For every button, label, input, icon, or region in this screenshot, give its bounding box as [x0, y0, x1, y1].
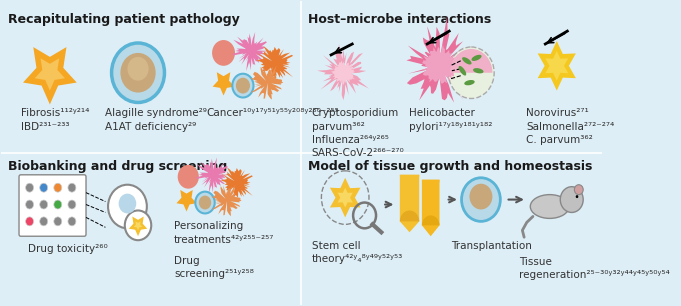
Polygon shape — [256, 46, 293, 80]
Circle shape — [68, 217, 76, 226]
Polygon shape — [195, 157, 230, 193]
Circle shape — [26, 200, 33, 209]
Ellipse shape — [458, 66, 466, 76]
Polygon shape — [23, 47, 77, 104]
Circle shape — [469, 184, 492, 210]
Circle shape — [39, 200, 48, 209]
Polygon shape — [330, 178, 360, 217]
Circle shape — [39, 183, 48, 192]
Text: Model of tissue growth and homeostasis: Model of tissue growth and homeostasis — [308, 160, 592, 173]
Polygon shape — [331, 60, 355, 85]
FancyBboxPatch shape — [19, 175, 86, 236]
Circle shape — [68, 183, 76, 192]
Text: Stem cell
theory⁴²ʸ₄⁸ʸ⁴⁹ʸ⁵²ʸ⁵³: Stem cell theory⁴²ʸ₄⁸ʸ⁴⁹ʸ⁵²ʸ⁵³ — [312, 241, 403, 264]
Polygon shape — [232, 32, 270, 71]
Polygon shape — [134, 221, 142, 230]
Polygon shape — [176, 190, 197, 211]
Text: Biobanking and drug screening: Biobanking and drug screening — [8, 160, 227, 173]
Polygon shape — [317, 44, 369, 100]
Circle shape — [127, 57, 148, 81]
Ellipse shape — [530, 195, 569, 218]
Polygon shape — [422, 180, 439, 236]
Ellipse shape — [473, 68, 484, 73]
Ellipse shape — [462, 57, 471, 65]
Circle shape — [448, 47, 494, 99]
Circle shape — [26, 183, 33, 192]
Wedge shape — [422, 215, 439, 225]
Text: Fibrosis¹¹²ʸ²¹⁴
IBD²³¹⁻²³³: Fibrosis¹¹²ʸ²¹⁴ IBD²³¹⁻²³³ — [21, 108, 89, 132]
Text: Personalizing
treatments⁴²ʸ²⁵⁵⁻²⁵⁷: Personalizing treatments⁴²ʸ²⁵⁵⁻²⁵⁷ — [174, 221, 274, 244]
Circle shape — [125, 211, 151, 240]
Wedge shape — [422, 180, 439, 190]
Text: Cryptosporidium
parvum³⁶²
Influenza²⁶⁴ʸ²⁶⁵
SARS-CoV-2²⁶⁶⁻²⁷⁰: Cryptosporidium parvum³⁶² Influenza²⁶⁴ʸ²… — [312, 108, 405, 158]
Wedge shape — [400, 175, 419, 186]
Circle shape — [112, 43, 165, 103]
Polygon shape — [338, 188, 353, 207]
Circle shape — [39, 217, 48, 226]
Text: Helicobacter
pylori¹⁷ʸ¹⁸ʸ¹⁸¹ʸ¹⁸²: Helicobacter pylori¹⁷ʸ¹⁸ʸ¹⁸¹ʸ¹⁸² — [409, 108, 492, 132]
Text: Cancer¹⁰ʸ¹⁷ʸ⁵¹ʸ⁵⁵ʸ²⁰⁸ʸ²⁵⁰⁻²⁵⁵: Cancer¹⁰ʸ¹⁷ʸ⁵¹ʸ⁵⁵ʸ²⁰⁸ʸ²⁵⁰⁻²⁵⁵ — [206, 108, 338, 118]
Polygon shape — [212, 72, 234, 95]
Polygon shape — [210, 185, 242, 216]
Circle shape — [108, 185, 147, 228]
Ellipse shape — [471, 55, 481, 61]
Text: Host–microbe interactions: Host–microbe interactions — [308, 13, 492, 26]
Polygon shape — [221, 167, 253, 198]
Circle shape — [199, 196, 211, 210]
Wedge shape — [400, 211, 419, 221]
Text: Recapitulating patient pathology: Recapitulating patient pathology — [8, 13, 240, 26]
Circle shape — [54, 217, 62, 226]
Circle shape — [68, 200, 76, 209]
Text: Tissue
regeneration²⁵⁻³⁰ʸ³²ʸ⁴⁴ʸ⁴⁵ʸ⁵⁰ʸ⁵⁴: Tissue regeneration²⁵⁻³⁰ʸ³²ʸ⁴⁴ʸ⁴⁵ʸ⁵⁰ʸ⁵⁴ — [519, 257, 669, 280]
Text: Drug toxicity²⁶⁰: Drug toxicity²⁶⁰ — [28, 244, 108, 254]
Circle shape — [26, 217, 33, 226]
Ellipse shape — [464, 80, 475, 85]
Circle shape — [236, 78, 250, 94]
Circle shape — [54, 183, 62, 192]
Polygon shape — [400, 175, 419, 232]
Wedge shape — [450, 49, 492, 73]
Circle shape — [121, 53, 156, 92]
Circle shape — [462, 178, 501, 221]
Circle shape — [54, 200, 62, 209]
Polygon shape — [422, 44, 456, 84]
Circle shape — [118, 194, 136, 214]
Circle shape — [574, 185, 583, 195]
Circle shape — [178, 165, 199, 189]
Circle shape — [212, 40, 235, 66]
Circle shape — [560, 187, 583, 212]
Circle shape — [195, 192, 215, 214]
Polygon shape — [538, 41, 576, 91]
Polygon shape — [545, 51, 568, 81]
Circle shape — [232, 74, 253, 98]
Text: Norovirus²⁷¹
Salmonella²⁷²⁻²⁷⁴
C. parvum³⁶²: Norovirus²⁷¹ Salmonella²⁷²⁻²⁷⁴ C. parvum… — [526, 108, 614, 145]
Polygon shape — [407, 16, 471, 103]
Polygon shape — [129, 217, 147, 236]
Text: Drug
screening²⁵¹ʸ²⁵⁸: Drug screening²⁵¹ʸ²⁵⁸ — [174, 256, 254, 279]
Text: Transplantation: Transplantation — [451, 241, 532, 251]
Polygon shape — [35, 58, 65, 91]
Circle shape — [575, 195, 578, 198]
Text: Alagille syndrome²⁹
A1AT deficiency²⁹: Alagille syndrome²⁹ A1AT deficiency²⁹ — [106, 108, 207, 132]
Polygon shape — [250, 65, 283, 100]
